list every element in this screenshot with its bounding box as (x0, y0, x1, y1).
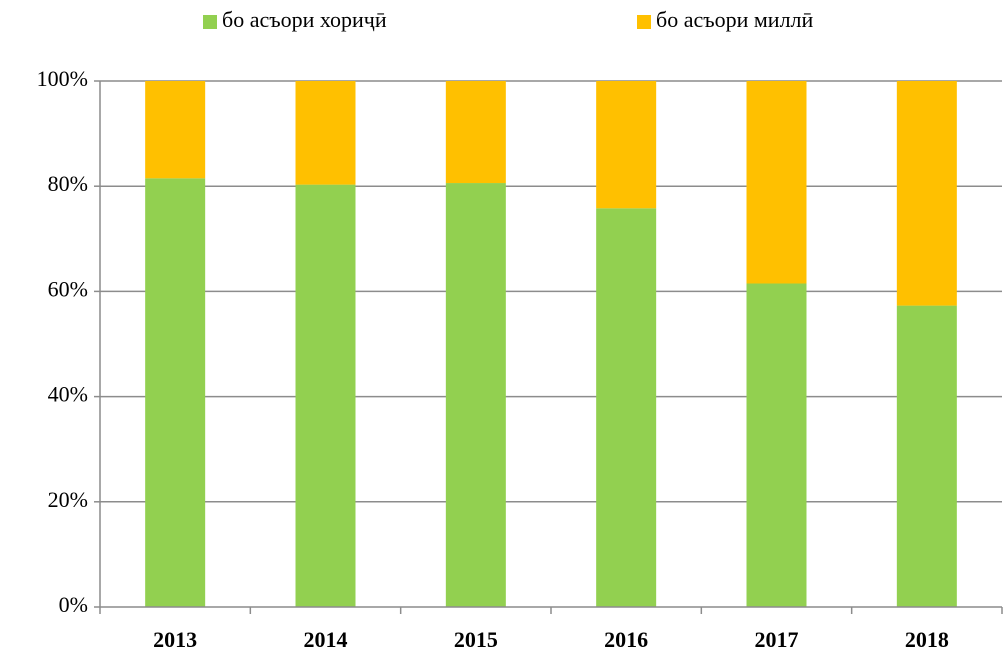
x-tick-label: 2018 (905, 627, 949, 652)
y-tick-label: 80% (48, 171, 88, 196)
legend-swatch (203, 15, 217, 29)
legend-label: бо асъори хориҷӣ (222, 7, 387, 32)
bar-segment (596, 208, 657, 608)
bar-segment (145, 178, 206, 607)
bar-segment (445, 183, 506, 607)
bar-segment (746, 81, 807, 284)
bar-segment (145, 81, 206, 179)
legend-swatch (637, 15, 651, 29)
y-tick-label: 100% (37, 66, 88, 91)
y-tick-label: 20% (48, 487, 88, 512)
x-tick-label: 2016 (604, 627, 648, 652)
y-tick-label: 60% (48, 276, 88, 301)
bar-segment (295, 184, 356, 607)
bar-segment (896, 81, 957, 306)
bar-segment (596, 81, 657, 209)
bar-segment (746, 283, 807, 607)
x-tick-label: 2014 (304, 627, 348, 652)
x-tick-label: 2013 (153, 627, 197, 652)
y-tick-label: 40% (48, 382, 88, 407)
bar-segment (295, 81, 356, 185)
bar-segment (896, 305, 957, 607)
legend-label: бо асъори миллӣ (656, 7, 814, 32)
x-tick-label: 2017 (755, 627, 799, 652)
x-tick-label: 2015 (454, 627, 498, 652)
bar-segment (445, 81, 506, 184)
y-tick-label: 0% (59, 592, 88, 617)
